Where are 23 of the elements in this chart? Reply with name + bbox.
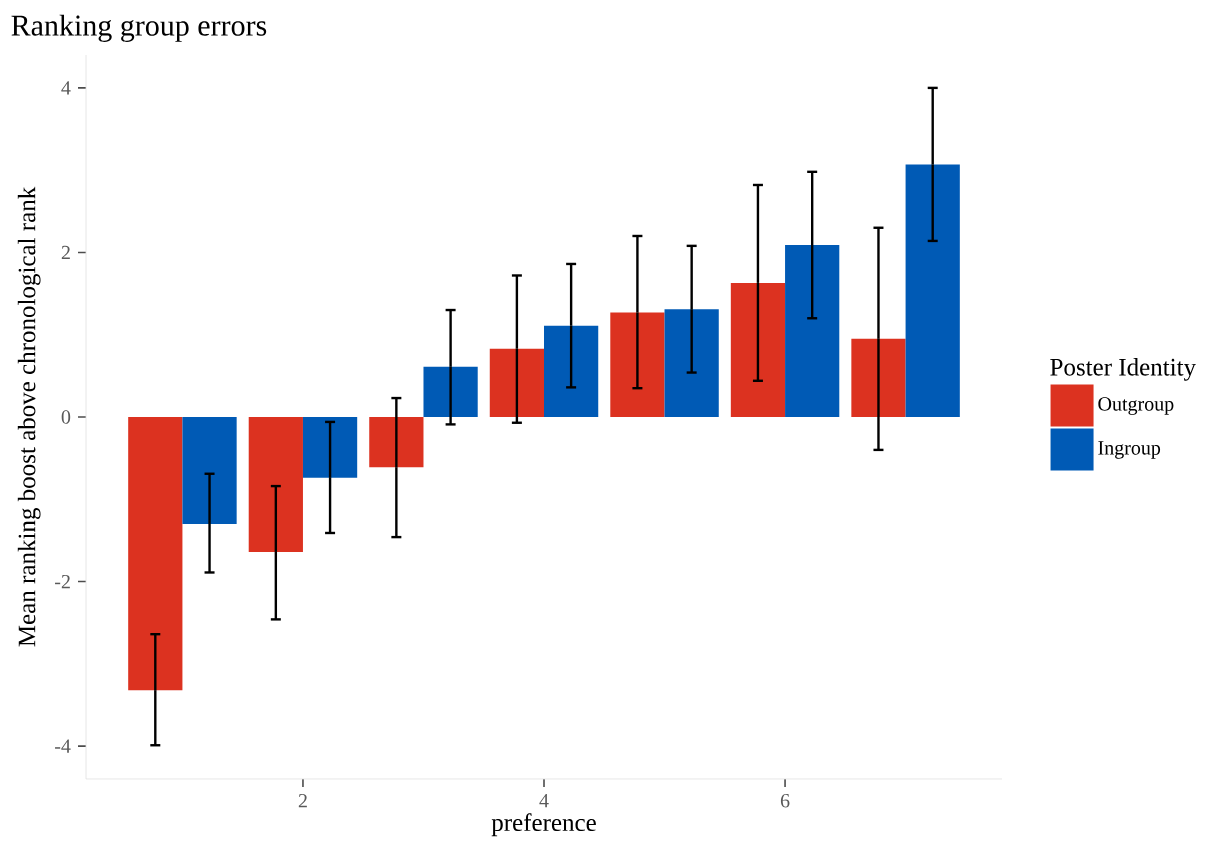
- bar: [905, 164, 960, 417]
- y-tick-label: 4: [61, 81, 71, 95]
- x-tick-label: 4: [539, 794, 549, 808]
- bar: [248, 416, 303, 552]
- bar: [489, 348, 544, 417]
- x-tick-label: 6: [780, 794, 790, 808]
- y-tick-label: 0: [61, 410, 71, 424]
- x-tick-label: 2: [298, 794, 307, 808]
- bar: [785, 245, 840, 417]
- bar: [128, 416, 183, 691]
- y-axis-title: Mean ranking boost above chronological rank: [17, 186, 41, 647]
- bar: [369, 416, 424, 468]
- legend-title: Poster Identity: [1050, 358, 1196, 381]
- bar: [851, 338, 906, 417]
- legend-label: Ingroup: [1098, 441, 1161, 459]
- chart-title: Ranking group errors: [11, 14, 267, 42]
- legend-label: Outgroup: [1098, 397, 1174, 415]
- y-tick-label: -4: [55, 739, 71, 753]
- bar: [423, 366, 478, 417]
- y-tick-label: 2: [61, 245, 70, 260]
- bar: [182, 416, 237, 524]
- y-tick-label: -2: [55, 574, 70, 589]
- x-axis-title: preference: [491, 813, 596, 837]
